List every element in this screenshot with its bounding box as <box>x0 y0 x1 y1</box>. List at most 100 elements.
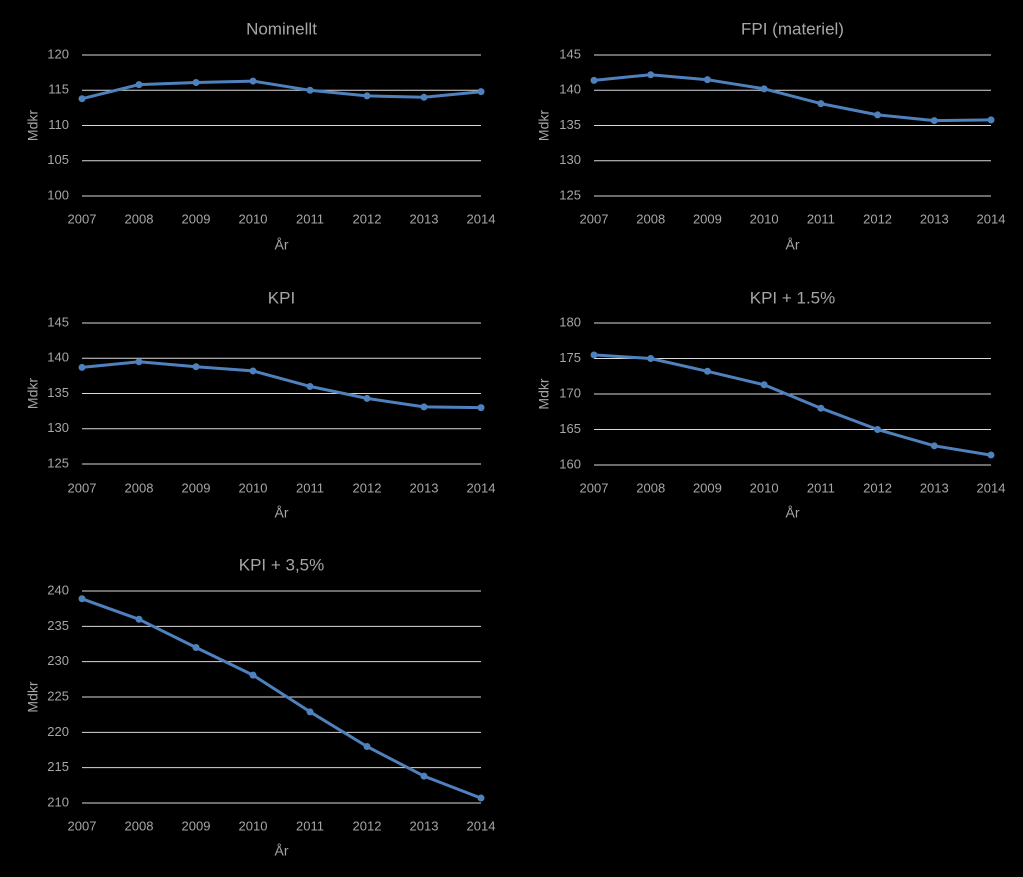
y-axis-label: Mdkr <box>25 681 41 712</box>
y-tick-label: 140 <box>559 82 581 97</box>
x-tick-label: 2014 <box>467 818 496 833</box>
data-point <box>192 644 200 652</box>
x-tick-label: 2009 <box>693 480 722 495</box>
x-tick-label: 2008 <box>125 480 154 495</box>
x-tick-label: 2014 <box>977 480 1006 495</box>
y-tick-label: 240 <box>47 582 69 597</box>
data-point <box>78 595 86 603</box>
data-point <box>703 76 711 84</box>
x-tick-label: 2011 <box>296 480 324 495</box>
data-point <box>420 772 428 780</box>
data-point <box>477 404 485 412</box>
data-point <box>306 382 314 390</box>
series-line <box>80 79 483 101</box>
y-tick-label: 145 <box>47 314 69 329</box>
x-tick-label: 2008 <box>125 211 154 226</box>
x-tick-label: 2010 <box>239 480 268 495</box>
chart-title: KPI <box>268 288 295 307</box>
y-tick-label: 220 <box>47 724 69 739</box>
x-tick-label: 2007 <box>580 211 609 226</box>
y-tick-label: 170 <box>559 385 581 400</box>
x-tick-label: 2008 <box>636 211 665 226</box>
data-point <box>249 367 257 375</box>
data-point <box>647 355 655 362</box>
x-tick-label: 2007 <box>68 818 97 833</box>
x-axis-label: År <box>786 505 800 521</box>
y-tick-label: 120 <box>47 46 69 61</box>
y-tick-label: 130 <box>47 420 69 435</box>
x-tick-label: 2013 <box>410 818 439 833</box>
y-tick-label: 230 <box>47 653 69 668</box>
y-tick-label: 235 <box>47 618 69 633</box>
y-tick-label: 125 <box>47 455 69 470</box>
line-chart-2: FPI (materiel) 125 130 135 140 145 2007 2008 200… <box>536 19 1006 252</box>
x-tick-label: 2009 <box>182 818 211 833</box>
line-chart-1: Nominellt 100 105 110 115 120 2007 2008 2009 2010… <box>25 19 496 252</box>
x-tick-label: 2007 <box>68 211 97 226</box>
data-point <box>760 381 768 389</box>
chart-title: KPI + 3,5% <box>239 555 325 574</box>
y-tick-label: 125 <box>559 187 581 202</box>
data-point <box>306 708 314 716</box>
x-tick-label: 2009 <box>693 211 722 226</box>
y-axis-label: Mdkr <box>25 378 41 409</box>
x-tick-label: 2012 <box>353 480 382 495</box>
x-tick-label: 2009 <box>182 480 211 495</box>
x-tick-label: 2011 <box>807 211 835 226</box>
x-tick-label: 2012 <box>353 818 382 833</box>
x-axis-label: År <box>275 843 289 859</box>
line-chart-4: KPI + 1.5% 160 165 170 175 180 2007 2008 2009 201… <box>536 288 1006 520</box>
line-chart-5: KPI + 3,5% 210 215 220 225 230 235 240 2007 2008 2… <box>25 555 496 858</box>
y-tick-label: 165 <box>559 421 581 436</box>
data-point <box>249 671 257 679</box>
x-tick-label: 2008 <box>125 818 154 833</box>
y-tick-label: 145 <box>559 46 581 61</box>
series-line <box>80 360 483 410</box>
data-point <box>647 71 655 79</box>
data-point <box>874 426 882 433</box>
y-tick-label: 135 <box>47 385 69 400</box>
data-point <box>987 116 995 124</box>
data-point <box>590 76 598 84</box>
x-tick-label: 2011 <box>296 211 324 226</box>
data-point <box>363 394 371 402</box>
x-axis-label: År <box>275 505 289 521</box>
data-point <box>817 100 825 108</box>
data-point <box>363 92 371 100</box>
data-point <box>78 363 86 371</box>
x-tick-label: 2013 <box>410 480 439 495</box>
data-point <box>135 358 143 366</box>
y-tick-label: 140 <box>47 350 69 365</box>
data-point <box>135 81 143 89</box>
x-tick-label: 2010 <box>239 211 268 226</box>
data-point <box>987 451 995 459</box>
x-tick-label: 2010 <box>750 480 779 495</box>
x-tick-label: 2008 <box>636 480 665 495</box>
data-point <box>817 404 825 412</box>
data-point <box>590 351 598 359</box>
x-tick-label: 2010 <box>239 818 268 833</box>
data-point <box>78 95 86 103</box>
data-point <box>930 117 938 125</box>
y-axis-label: Mdkr <box>25 110 41 141</box>
y-axis-label: Mdkr <box>536 378 552 409</box>
data-point <box>477 88 485 96</box>
y-tick-label: 225 <box>47 688 69 703</box>
x-tick-label: 2012 <box>863 480 892 495</box>
data-point <box>135 615 143 623</box>
y-tick-label: 115 <box>48 82 69 97</box>
chart-title: KPI + 1.5% <box>750 288 836 307</box>
x-axis-label: År <box>786 237 800 253</box>
x-tick-label: 2011 <box>807 480 835 495</box>
x-tick-label: 2007 <box>68 480 97 495</box>
y-tick-label: 160 <box>559 456 581 471</box>
x-tick-label: 2010 <box>750 211 779 226</box>
data-point <box>192 78 200 86</box>
data-point <box>477 794 485 802</box>
x-tick-label: 2012 <box>863 211 892 226</box>
y-axis-label: Mdkr <box>536 110 552 141</box>
data-point <box>874 111 882 119</box>
series-line <box>592 73 993 123</box>
y-tick-label: 105 <box>47 152 69 167</box>
